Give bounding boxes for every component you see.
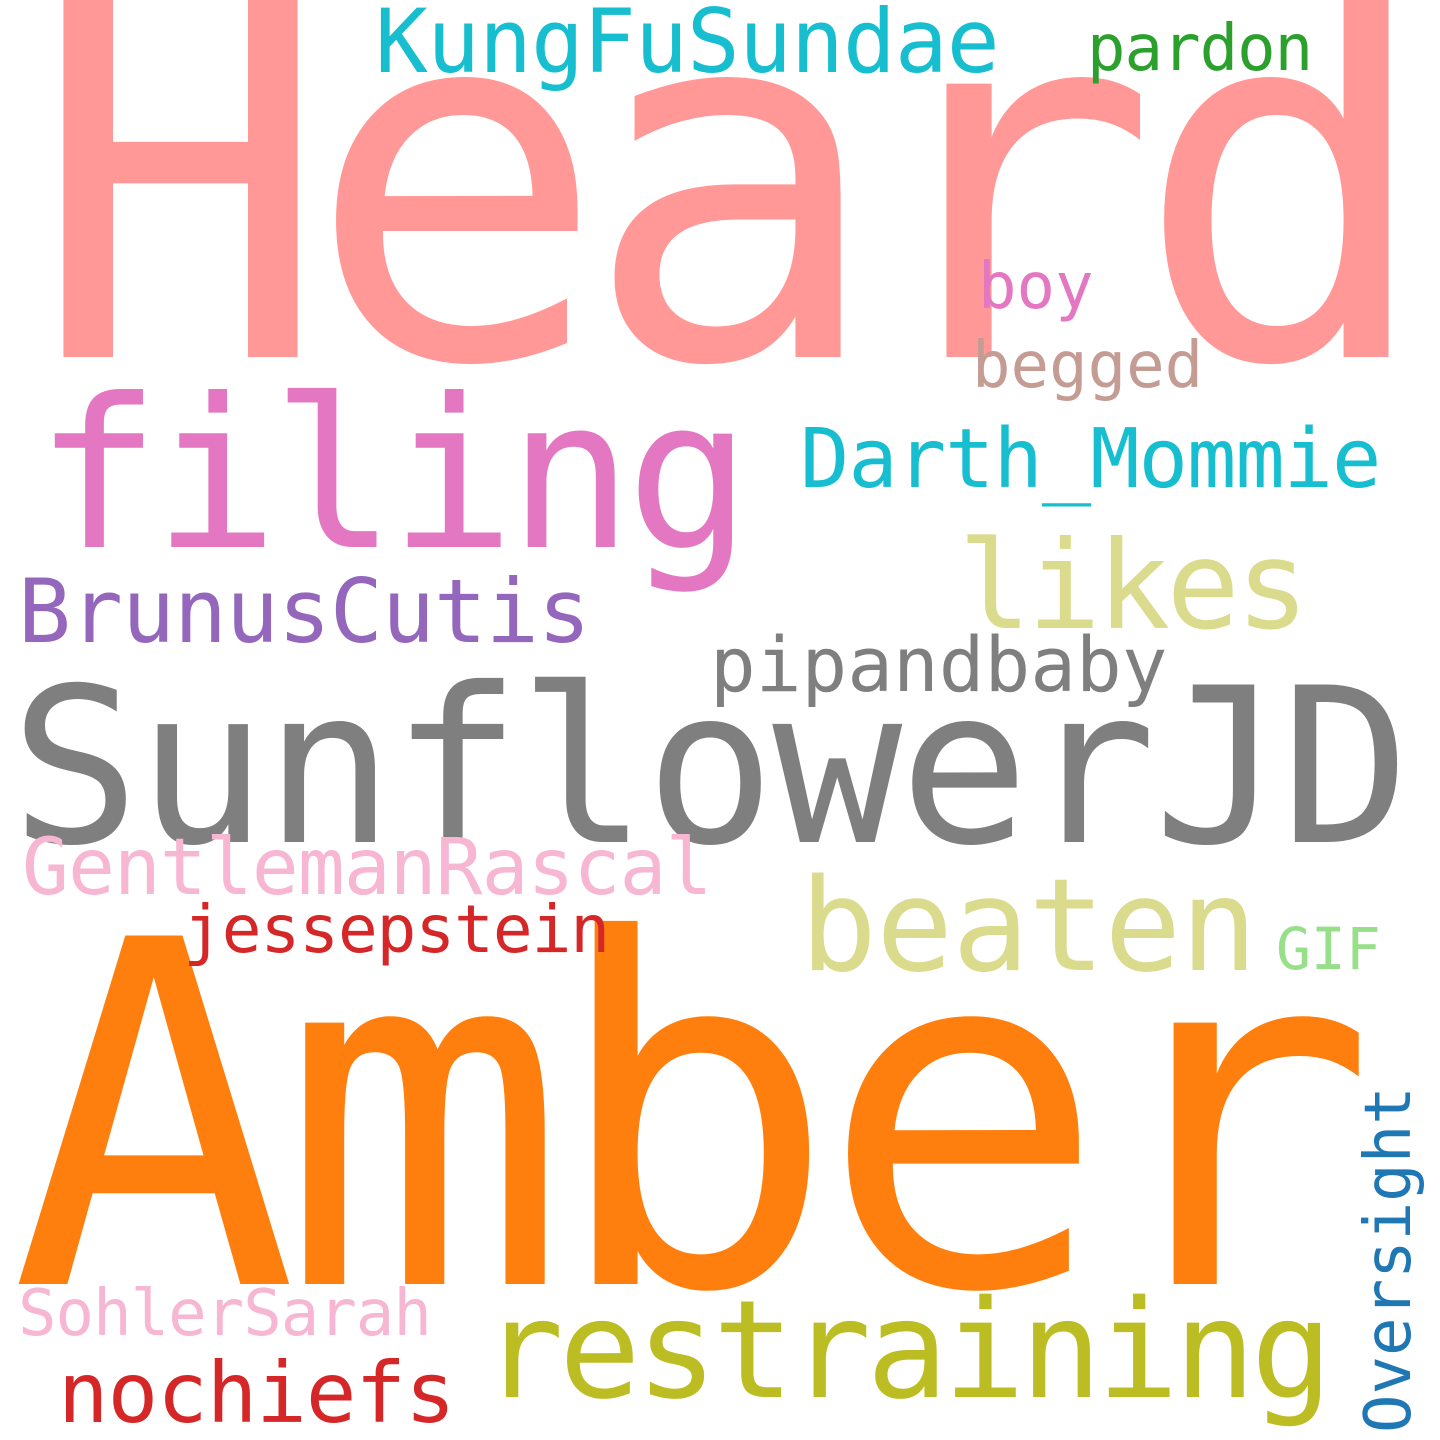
word-pipandbaby: pipandbaby <box>710 620 1168 709</box>
word-oversight: Oversight <box>1352 1086 1426 1433</box>
word-boy: boy <box>978 250 1094 324</box>
word-heard: Heard <box>30 0 1435 475</box>
word-likes: likes <box>958 515 1309 657</box>
word-beaten: beaten <box>800 852 1257 1001</box>
word-filing: filing <box>35 355 751 597</box>
word-amber: Amber <box>10 840 1377 1397</box>
word-restraining: restraining <box>482 1272 1333 1430</box>
word-pardon: pardon <box>1087 12 1313 86</box>
word-brunuscutis: BrunusCutis <box>18 560 591 663</box>
word-begged: begged <box>972 329 1204 403</box>
word-gentlemanrascal: GentlemanRascal <box>22 823 712 913</box>
word-darth-mommie: Darth_Mommie <box>800 412 1381 507</box>
word-jessepstein: jessepstein <box>183 891 610 968</box>
word-gif: GIF <box>1276 915 1381 983</box>
word-sohlersarah: SohlerSarah <box>18 1277 432 1351</box>
word-sunflowerjd: SunflowerJD <box>10 642 1410 893</box>
word-kungfusundae: KungFuSundae <box>375 0 1000 93</box>
word-nochiefs: nochiefs <box>58 1344 456 1440</box>
